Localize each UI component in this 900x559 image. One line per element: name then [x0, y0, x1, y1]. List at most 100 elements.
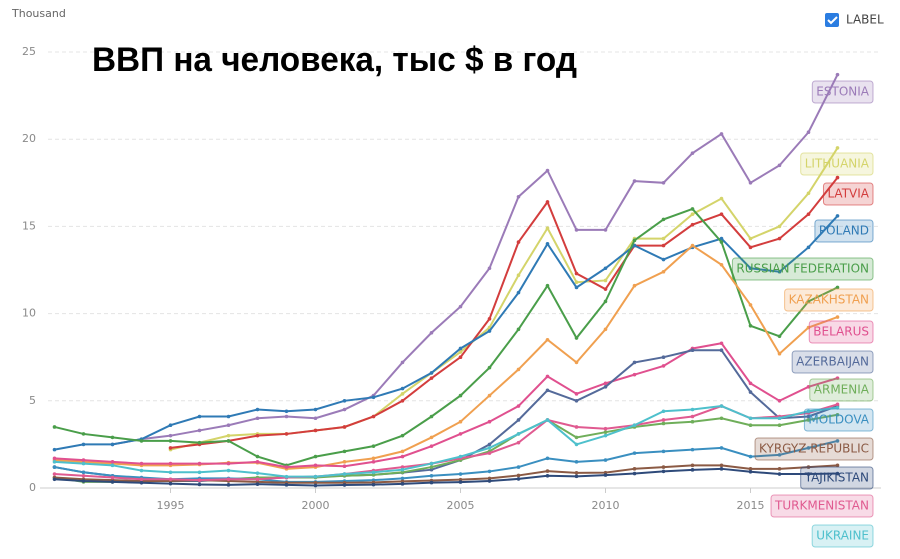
data-point: [574, 471, 579, 475]
x-tick-label: 1995: [157, 499, 185, 512]
data-point: [168, 461, 173, 466]
data-point: [661, 421, 666, 426]
data-point: [661, 243, 666, 248]
series-label: RUSSIAN FEDERATION: [731, 257, 874, 281]
data-point: [806, 414, 811, 419]
data-point: [690, 447, 695, 452]
series-line: [112, 74, 839, 446]
data-point: [690, 243, 695, 248]
data-point: [487, 446, 492, 450]
data-point: [313, 480, 318, 485]
data-point: [52, 456, 57, 461]
data-point: [777, 472, 782, 476]
data-point: [255, 477, 260, 482]
data-point: [197, 478, 202, 482]
data-point: [400, 476, 405, 481]
data-point: [603, 458, 608, 462]
data-point: [574, 399, 579, 403]
data-point: [661, 364, 666, 368]
data-point: [139, 468, 144, 473]
label-toggle[interactable]: LABEL: [825, 13, 884, 28]
data-point: [748, 416, 753, 421]
data-point: [777, 163, 782, 168]
data-point: [632, 283, 637, 288]
data-point: [835, 175, 840, 180]
data-point: [777, 351, 782, 356]
data-point: [458, 432, 463, 436]
data-point: [835, 72, 840, 77]
data-point: [81, 470, 86, 475]
data-point: [545, 418, 550, 422]
data-point: [719, 404, 724, 408]
series-label-box: [754, 437, 874, 461]
y-tick-label: 15: [22, 219, 36, 232]
series-label-box: [731, 257, 874, 281]
data-point: [52, 477, 57, 482]
data-point: [168, 433, 173, 438]
data-point: [806, 446, 811, 450]
data-point: [487, 393, 492, 398]
series-label: TAJIKISTAN: [800, 466, 874, 490]
data-point: [255, 433, 260, 438]
data-point: [719, 463, 724, 468]
data-point: [81, 432, 86, 436]
data-point: [197, 461, 202, 466]
plot: 0 5 10 15 20 25 1995 2000 2005 2010 2015 ESTONIA LIT…: [22, 45, 881, 548]
data-point: [574, 336, 579, 340]
x-tick-label: 2015: [737, 499, 765, 512]
data-point: [603, 278, 608, 283]
data-point: [458, 472, 463, 476]
data-point: [632, 467, 637, 471]
data-point: [255, 454, 260, 459]
series-label: UKRAINE: [811, 524, 874, 548]
data-point: [516, 477, 521, 481]
series-label-box: [814, 219, 874, 243]
data-point: [777, 269, 782, 274]
checkbox[interactable]: [825, 13, 839, 27]
series-label-text: LITHUANIA: [805, 157, 870, 171]
series-label-box: [800, 466, 874, 490]
data-point: [81, 461, 86, 466]
data-point: [516, 465, 521, 469]
data-point: [371, 460, 376, 464]
data-point: [429, 376, 434, 380]
data-point: [284, 483, 289, 487]
series-label: MOLDOVA: [803, 408, 874, 432]
series-label: ARMENIA: [809, 378, 874, 402]
data-point: [458, 480, 463, 484]
data-point: [313, 483, 318, 488]
data-point: [661, 418, 666, 422]
toggle-label[interactable]: LABEL: [846, 13, 884, 27]
data-point: [806, 212, 811, 216]
data-point: [226, 423, 231, 428]
data-point: [719, 236, 724, 241]
series-label-text: BELARUS: [813, 325, 869, 339]
data-point: [400, 470, 405, 475]
data-point: [516, 240, 521, 244]
data-point: [458, 355, 463, 360]
data-point: [110, 442, 115, 447]
data-point: [806, 130, 811, 135]
data-point: [313, 407, 318, 412]
data-point: [719, 348, 724, 353]
data-point: [429, 473, 434, 478]
data-point: [806, 299, 811, 304]
data-point: [400, 360, 405, 365]
data-point: [690, 151, 695, 155]
data-point: [52, 465, 57, 469]
data-point: [110, 480, 115, 484]
data-point: [661, 465, 666, 469]
data-point: [748, 266, 753, 271]
data-point: [487, 266, 492, 271]
data-point: [516, 290, 521, 295]
y-tick-label: 0: [29, 481, 36, 494]
series-label-text: TURKMENISTAN: [774, 499, 869, 513]
data-point: [342, 483, 347, 487]
data-point: [487, 451, 492, 455]
data-point: [603, 287, 608, 291]
data-point: [429, 371, 434, 375]
series-label-box: [809, 378, 874, 402]
data-point: [110, 435, 115, 440]
data-point: [197, 440, 202, 445]
series-label-box: [791, 350, 874, 374]
